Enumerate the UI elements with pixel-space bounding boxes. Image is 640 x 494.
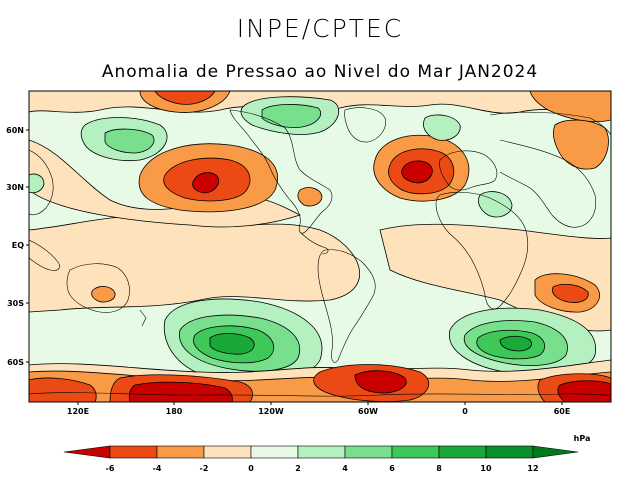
- colorbar-segment-4-6: [344, 445, 393, 459]
- lat-label-60n: 60N: [6, 126, 24, 135]
- colorbar-tick-label: 0: [248, 464, 254, 473]
- lat-label-60s: 60S: [7, 358, 24, 367]
- lat-label-30s: 30S: [7, 299, 24, 308]
- colorbar-tick-label: -4: [153, 464, 162, 473]
- colorbar-tick-label: 12: [527, 464, 538, 473]
- colorbar-segment-2-4: [297, 445, 346, 459]
- colorbar-tick-label: 8: [436, 464, 442, 473]
- colorbar-arrow-min: [63, 445, 111, 459]
- lat-label-eq: EQ: [12, 241, 24, 250]
- colorbar-segment-m2-0: [203, 445, 252, 459]
- colorbar-tick-label: 10: [480, 464, 492, 473]
- colorbar-segment-8-10: [438, 445, 487, 459]
- colorbar-segment-m6-m4: [109, 445, 158, 459]
- longitude-axis: 120E 180 120W 60W 0 60E: [67, 402, 570, 416]
- colorbar-segment-m4-m2: [156, 445, 205, 459]
- continent-outlines: [29, 107, 611, 397]
- colorbar-tick-label: 4: [342, 464, 348, 473]
- colorbar-segment-0-2: [250, 445, 299, 459]
- colorbar: [63, 445, 579, 459]
- lon-label-60e: 60E: [554, 407, 571, 416]
- lon-label-120e: 120E: [67, 407, 89, 416]
- colorbar-tick-label: -6: [106, 464, 115, 473]
- colorbar-tick-label: -2: [200, 464, 209, 473]
- map-frame: [28, 90, 612, 403]
- institution-title: INPE/CPTEC: [236, 14, 404, 43]
- colorbar-tick-label: 2: [295, 464, 301, 473]
- map-title: Anomalia de Pressao ao Nivel do Mar JAN2…: [101, 62, 539, 82]
- colorbar-unit: hPa: [574, 434, 591, 443]
- colorbar-tick-label: 6: [389, 464, 395, 473]
- anomaly-field: [29, 91, 611, 402]
- lon-label-60w: 60W: [358, 407, 378, 416]
- colorbar-segment-10-12: [485, 445, 534, 459]
- lat-label-30n: 30N: [6, 183, 24, 192]
- colorbar-ticks: -6 -4 -2 0 2 4 6 8 10 12 hPa: [106, 434, 591, 473]
- colorbar-segment-6-8: [391, 445, 440, 459]
- latitude-axis: 60N 30N EQ 30S 60S: [6, 126, 29, 367]
- lon-label-120w: 120W: [258, 407, 284, 416]
- lon-label-0: 0: [462, 407, 468, 416]
- lon-label-180: 180: [166, 407, 183, 416]
- colorbar-arrow-max: [532, 445, 579, 459]
